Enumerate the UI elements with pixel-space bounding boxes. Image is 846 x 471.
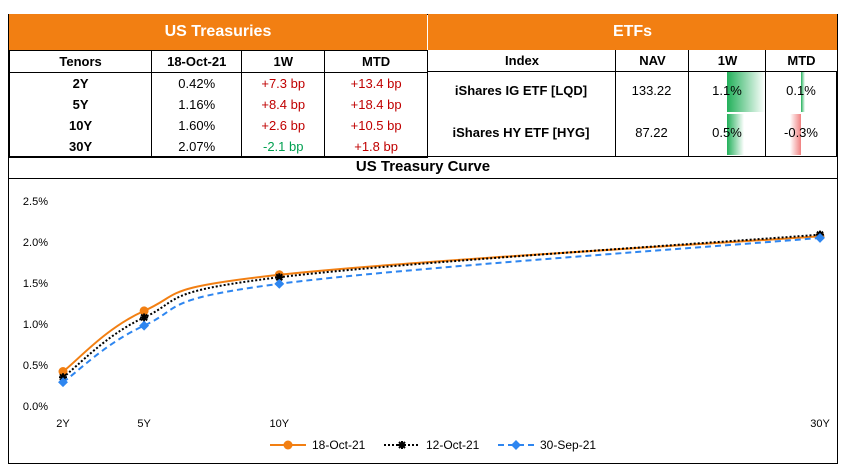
treasuries-title: US Treasuries [164,23,272,40]
col-mtd: MTD [324,50,428,73]
legend-marker [398,441,406,449]
etfs-body: iShares IG ETF [LQD] 133.22 1.1% 0.1% iS… [427,71,837,157]
x-tick-label: 10Y [269,418,289,430]
mtd-value: -0.3% [784,125,818,140]
mtd-data-bar [790,114,801,155]
y-tick-label: 1.0% [23,319,48,331]
mtd-cell: +10.5 bp [324,115,428,136]
table-row: 5Y 1.16% +8.4 bp +18.4 bp [8,94,428,115]
y-tick-label: 1.5% [23,278,48,290]
y-tick-label: 2.0% [23,237,48,249]
series-line-3 [62,236,821,384]
col-tenors: Tenors [8,50,153,73]
w1-cell: +2.6 bp [241,115,325,136]
col-mtd: MTD [765,50,838,71]
data-point [139,306,149,316]
tenor-cell: 2Y [8,72,152,94]
y-tick-label: 0.5% [23,360,48,372]
table-row: 2Y 0.42% +7.3 bp +13.4 bp [8,72,428,94]
chart-title-divider [8,178,837,179]
col-divider [688,71,689,156]
col-nav: NAV [615,50,689,71]
w1-data-bar [727,72,765,112]
mtd-cell: +18.4 bp [324,94,428,115]
etfs-header: ETFs [428,14,837,50]
col-divider [427,71,428,156]
nav-cell: 87.22 [635,125,668,140]
etfs-header-row: Index NAV 1W MTD [427,50,838,72]
treasuries-table: Tenors 18-Oct-21 1W MTD 2Y 0.42% +7.3 bp… [8,50,428,158]
x-tick-label: 30Y [810,418,830,430]
w1-data-bar [727,114,744,155]
w1-cell: 1.1% [689,71,765,113]
mtd-data-bar [801,72,805,112]
w1-cell: -2.1 bp [241,136,325,158]
w1-value: 0.5% [712,125,742,140]
nav-cell: 133.22 [631,83,672,98]
data-point [140,313,149,322]
series-line-2 [62,233,821,379]
w1-cell: 0.5% [689,113,765,156]
data-point [274,278,285,289]
x-tick-label: 2Y [56,418,70,430]
series-line-1 [62,235,821,373]
data-point [275,273,284,282]
treasuries-header-row: Tenors 18-Oct-21 1W MTD [8,50,428,73]
mtd-cell: +13.4 bp [324,72,428,94]
dashboard: US Treasuries ETFs Tenors 18-Oct-21 1W M… [8,8,838,464]
section-divider [8,156,837,157]
tenor-cell: 30Y [8,136,152,158]
index-cell: iShares HY ETF [HYG] [452,125,590,140]
col-index: Index [427,50,616,71]
y-tick-label: 2.5% [23,196,48,208]
col-divider [765,71,766,156]
table-row: 10Y 1.60% +2.6 bp +10.5 bp [8,115,428,136]
data-point [815,232,825,243]
col-date: 18-Oct-21 [151,50,243,73]
legend-label: 12-Oct-21 [426,438,480,452]
table-row: 30Y 2.07% -2.1 bp +1.8 bp [8,136,428,158]
y-tick-label: 0.0% [23,401,48,413]
col-divider [836,71,837,156]
etfs-title: ETFs [612,23,653,40]
x-tick-label: 5Y [137,418,151,430]
etfs-table: Index NAV 1W MTD iShares IG ETF [LQD] 13… [427,50,838,157]
tenor-cell: 10Y [8,115,152,136]
yield-cell: 1.16% [151,94,242,115]
legend-label: 18-Oct-21 [312,438,366,452]
tenor-cell: 5Y [8,94,152,115]
treasury-curve-chart: 0.0% 0.5% 1.0% 1.5% 2.0% 2.5% 2Y 5Y 10Y 30Y 18-Oct… [23,196,831,452]
yield-cell: 2.07% [151,136,242,158]
yield-cell: 1.60% [151,115,242,136]
table-row: iShares IG ETF [LQD] 133.22 1.1% 0.1% [427,71,837,113]
yield-cell: 0.42% [151,72,242,94]
w1-cell: +7.3 bp [241,72,325,94]
mtd-cell: 0.1% [766,71,836,113]
data-point [139,320,150,331]
mtd-cell: -0.3% [766,113,836,156]
mtd-cell: +1.8 bp [324,136,428,158]
treasuries-header: US Treasuries [9,14,427,50]
col-divider [615,71,616,156]
index-cell: iShares IG ETF [LQD] [454,83,588,98]
chart-title: US Treasury Curve [355,158,491,175]
legend-label: 30-Sep-21 [540,438,596,452]
col-1w: 1W [241,50,326,73]
table-row: iShares HY ETF [HYG] 87.22 0.5% -0.3% [427,113,837,156]
col-1w: 1W [688,50,766,71]
legend-marker [283,440,293,450]
legend-marker [511,440,521,450]
w1-cell: +8.4 bp [241,94,325,115]
mtd-value: 0.1% [786,83,816,98]
w1-value: 1.1% [712,83,742,98]
